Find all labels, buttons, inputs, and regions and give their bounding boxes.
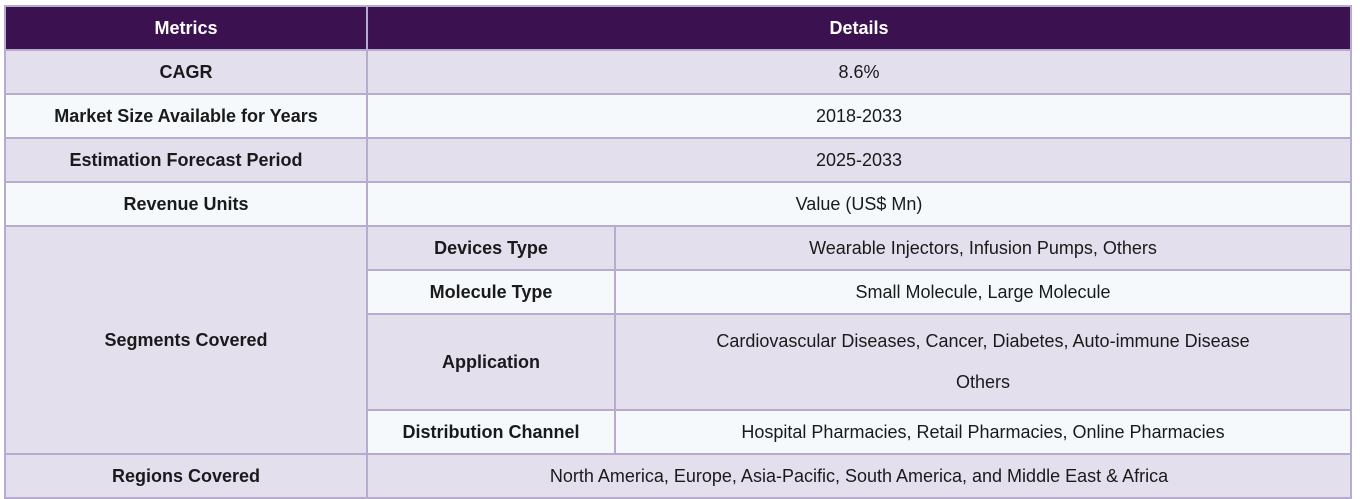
segment-row-application: Application Cardiovascular Diseases, Can…	[5, 313, 1352, 411]
application-value-line-1: Cardiovascular Diseases, Cancer, Diabete…	[716, 331, 1250, 351]
molecule-type-value: Small Molecule, Large Molecule	[614, 269, 1352, 315]
molecule-type-label: Molecule Type	[366, 269, 616, 315]
forecast-period-value: 2025-2033	[366, 137, 1352, 183]
segment-row-distribution-channel: Distribution Channel Hospital Pharmacies…	[5, 409, 1352, 455]
market-size-years-label: Market Size Available for Years	[4, 93, 368, 139]
market-size-years-value: 2018-2033	[366, 93, 1352, 139]
table-row-forecast-period: Estimation Forecast Period 2025-2033	[4, 137, 1352, 183]
application-value-line-2: Others	[955, 372, 1011, 392]
devices-type-label: Devices Type	[366, 225, 616, 271]
segment-row-molecule-type: Molecule Type Small Molecule, Large Mole…	[5, 269, 1352, 315]
segments-covered-label: Segments Covered	[4, 225, 368, 455]
distribution-channel-label: Distribution Channel	[366, 409, 616, 455]
details-column-header: Details	[366, 5, 1352, 51]
table-row-cagr: CAGR 8.6%	[4, 49, 1352, 95]
regions-covered-value: North America, Europe, Asia-Pacific, Sou…	[366, 453, 1352, 499]
forecast-period-label: Estimation Forecast Period	[4, 137, 368, 183]
distribution-channel-value: Hospital Pharmacies, Retail Pharmacies, …	[614, 409, 1352, 455]
revenue-units-value: Value (US$ Mn)	[366, 181, 1352, 227]
devices-type-value: Wearable Injectors, Infusion Pumps, Othe…	[614, 225, 1352, 271]
segment-row-devices-type: Segments Covered Devices Type Wearable I…	[4, 225, 1352, 455]
metrics-column-header: Metrics	[4, 5, 368, 51]
revenue-units-label: Revenue Units	[4, 181, 368, 227]
metrics-table: Metrics Details CAGR 8.6% Market Size Av…	[4, 5, 1352, 499]
cagr-value: 8.6%	[366, 49, 1352, 95]
cagr-label: CAGR	[4, 49, 368, 95]
table-row-market-size-years: Market Size Available for Years 2018-203…	[4, 93, 1352, 139]
application-label: Application	[366, 313, 616, 411]
table-row-regions-covered: Regions Covered North America, Europe, A…	[4, 453, 1352, 499]
report-table-container: Metrics Details CAGR 8.6% Market Size Av…	[4, 5, 1352, 499]
table-row-revenue-units: Revenue Units Value (US$ Mn)	[4, 181, 1352, 227]
regions-covered-label: Regions Covered	[4, 453, 368, 499]
table-header-row: Metrics Details	[4, 5, 1352, 51]
application-value: Cardiovascular Diseases, Cancer, Diabete…	[614, 313, 1352, 411]
